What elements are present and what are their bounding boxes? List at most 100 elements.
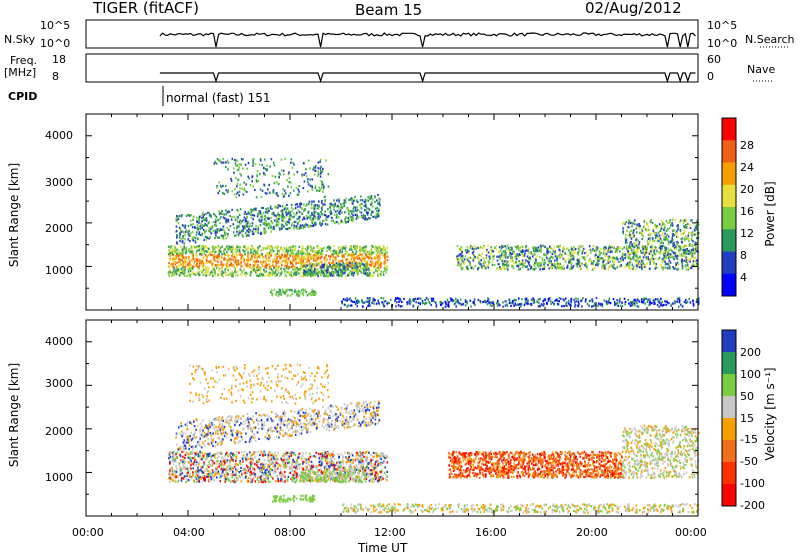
- data-cell: [664, 259, 666, 261]
- data-cell: [565, 298, 567, 300]
- data-cell: [233, 223, 235, 225]
- data-cell: [486, 257, 488, 259]
- data-cell: [182, 267, 184, 269]
- data-cell: [186, 215, 188, 217]
- data-cell: [174, 245, 176, 247]
- data-cell: [625, 234, 627, 236]
- data-cell: [629, 268, 631, 270]
- data-cell: [558, 300, 560, 302]
- data-cell: [696, 263, 698, 265]
- data-cell: [473, 254, 475, 256]
- data-cell: [633, 266, 635, 268]
- data-cell: [351, 260, 353, 262]
- data-cell: [387, 251, 389, 253]
- data-cell: [333, 220, 335, 222]
- data-cell: [365, 272, 367, 274]
- data-cell: [182, 249, 184, 251]
- data-cell: [321, 271, 323, 273]
- data-cell: [677, 255, 679, 257]
- data-cell: [550, 247, 552, 249]
- data-cell: [563, 305, 565, 307]
- data-cell: [593, 245, 595, 247]
- data-cell: [681, 241, 683, 243]
- data-cell: [313, 290, 315, 292]
- data-cell: [636, 224, 638, 226]
- data-cell: [367, 261, 369, 263]
- data-cell: [241, 273, 243, 275]
- data-cell: [500, 267, 502, 269]
- data-cell: [232, 259, 234, 261]
- data-cell: [328, 274, 330, 276]
- data-cell: [374, 248, 376, 250]
- data-cell: [329, 248, 331, 250]
- data-cell: [250, 271, 252, 273]
- data-cell: [367, 265, 369, 267]
- data-cell: [496, 256, 498, 258]
- data-cell: [237, 210, 239, 212]
- data-cell: [647, 252, 649, 254]
- data-cell: [330, 213, 332, 215]
- data-cell: [328, 266, 330, 268]
- data-cell: [612, 257, 614, 259]
- data-cell: [215, 232, 217, 234]
- data-cell: [257, 215, 259, 217]
- data-cell: [245, 275, 247, 277]
- data-cell: [288, 218, 290, 220]
- data-cell: [589, 245, 591, 247]
- data-cell: [359, 257, 361, 259]
- data-cell: [522, 255, 524, 257]
- data-cell: [315, 250, 317, 252]
- data-cell: [257, 264, 259, 266]
- data-cell: [542, 265, 544, 267]
- data-cell: [523, 261, 525, 263]
- data-cell: [223, 226, 225, 228]
- data-cell: [385, 265, 387, 267]
- data-cell: [623, 222, 625, 224]
- data-cell: [345, 211, 347, 213]
- nsky-series: [160, 33, 696, 47]
- data-cell: [341, 211, 343, 213]
- data-cell: [642, 248, 644, 250]
- data-cell: [275, 293, 277, 295]
- data-cell: [241, 271, 243, 273]
- data-cell: [254, 250, 256, 252]
- data-cell: [242, 259, 244, 261]
- data-cell: [634, 259, 636, 261]
- data-cell: [318, 216, 320, 218]
- data-cell: [693, 260, 695, 262]
- data-cell: [661, 225, 663, 227]
- data-cell: [599, 258, 601, 260]
- data-cell: [311, 203, 313, 205]
- data-cell: [235, 177, 237, 179]
- data-cell: [625, 237, 627, 239]
- data-cell: [694, 229, 696, 231]
- data-cell: [178, 265, 180, 267]
- data-cell: [274, 289, 276, 291]
- data-cell: [213, 213, 215, 215]
- data-cell: [285, 192, 287, 194]
- data-cell: [525, 259, 527, 261]
- data-cell: [610, 302, 612, 304]
- data-cell: [241, 188, 243, 190]
- data-cell: [300, 275, 302, 277]
- data-cell: [312, 186, 314, 188]
- data-cell: [273, 267, 275, 269]
- data-cell: [572, 253, 574, 255]
- data-cell: [201, 233, 203, 235]
- data-cell: [322, 264, 324, 266]
- data-cell: [227, 269, 229, 271]
- data-cell: [256, 275, 258, 277]
- data-cell: [176, 230, 178, 232]
- data-cell: [200, 234, 202, 236]
- data-cell: [474, 245, 476, 247]
- data-cell: [556, 266, 558, 268]
- data-cell: [236, 253, 238, 255]
- data-cell: [295, 204, 297, 206]
- data-cell: [341, 253, 343, 255]
- data-cell: [270, 273, 272, 275]
- data-cell: [513, 267, 515, 269]
- data-cell: [184, 234, 186, 236]
- data-cell: [182, 255, 184, 257]
- data-cell: [682, 253, 684, 255]
- data-cell: [580, 268, 582, 270]
